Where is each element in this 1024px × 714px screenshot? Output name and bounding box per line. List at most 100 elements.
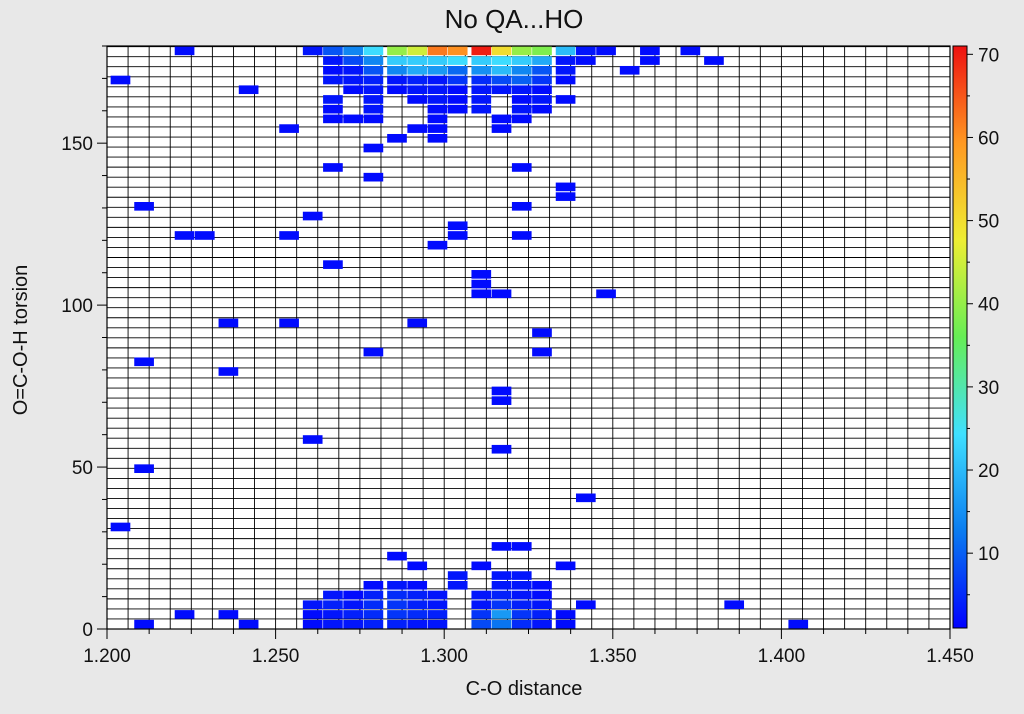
heatmap-cell — [407, 318, 428, 328]
heatmap-cell — [640, 56, 660, 65]
heatmap-cell — [575, 600, 596, 610]
heatmap-cell — [218, 610, 239, 619]
heatmap-cell — [323, 600, 343, 610]
heatmap-cell — [491, 75, 512, 85]
heatmap-cell — [363, 114, 384, 124]
heatmap-cell — [511, 571, 532, 580]
heatmap-cell — [363, 619, 384, 629]
chart-title: No QA...HO — [445, 4, 584, 34]
heatmap-cell — [387, 580, 407, 590]
colorbar: 10 20 30 40 50 60 70 — [952, 45, 999, 629]
heatmap-cell — [134, 357, 154, 367]
heatmap-cell — [427, 114, 448, 124]
heatmap-cell — [511, 542, 532, 551]
colorbar-tick-label: 30 — [978, 378, 999, 399]
heatmap-cell — [427, 95, 448, 104]
heatmap-cell — [555, 182, 576, 192]
heatmap-cell — [471, 289, 492, 299]
heatmap-cell — [532, 104, 552, 114]
heatmap-cell — [511, 580, 532, 590]
heatmap-cell — [447, 571, 468, 580]
heatmap-cell — [407, 75, 428, 85]
heatmap-cell — [363, 600, 384, 610]
colorbar-tick-label: 70 — [978, 45, 999, 66]
y-tick-label: 100 — [61, 296, 93, 317]
heatmap-cell — [323, 260, 343, 269]
heatmap-cell — [407, 95, 428, 104]
heatmap-cell — [387, 619, 407, 629]
heatmap-cell — [491, 542, 512, 551]
heatmap-cell — [363, 172, 384, 182]
heatmap-cell — [575, 493, 596, 503]
heatmap-cell — [471, 561, 492, 571]
heatmap-cell — [407, 65, 428, 75]
heatmap-cell — [511, 95, 532, 104]
heatmap-cell — [363, 95, 384, 104]
heatmap-cell — [532, 347, 552, 357]
colorbar-tick-label: 20 — [978, 461, 999, 482]
heatmap-cell — [363, 143, 384, 153]
heatmap-cell — [471, 270, 492, 279]
heatmap-cell — [427, 133, 448, 143]
heatmap-cell — [343, 56, 363, 65]
heatmap-cell — [343, 619, 363, 629]
colorbar-tick-label: 40 — [978, 295, 999, 316]
heatmap-cell — [575, 46, 596, 56]
heatmap-cell — [363, 65, 384, 75]
heatmap-cell — [532, 95, 552, 104]
axes: 1.200 1.250 1.300 1.350 1.400 1.450 0 50 100 150 — [61, 45, 974, 667]
heatmap-cell — [387, 610, 407, 619]
heatmap-cell — [427, 104, 448, 114]
heatmap-cell — [134, 464, 154, 473]
heatmap-cell — [238, 85, 259, 95]
heatmap-cell — [555, 75, 576, 85]
heatmap-cell — [575, 56, 596, 65]
heatmap-cell — [471, 619, 492, 629]
heatmap-cell — [511, 610, 532, 619]
heatmap-cell — [363, 590, 384, 600]
heatmap-cell — [387, 46, 407, 56]
heatmap-cell — [427, 124, 448, 133]
heatmap-cell — [511, 104, 532, 114]
heatmap-cell — [407, 580, 428, 590]
y-tick-label: 50 — [72, 458, 93, 479]
heatmap-cell — [532, 619, 552, 629]
heatmap-cell — [447, 56, 468, 65]
heatmap-cell — [427, 619, 448, 629]
heatmap-cell — [218, 367, 239, 376]
heatmap-cell — [471, 75, 492, 85]
heatmap-cell — [343, 590, 363, 600]
heatmap-cell — [511, 65, 532, 75]
heatmap-cell — [619, 65, 640, 75]
x-axis-label: C-O distance — [466, 678, 583, 700]
heatmap-cell — [302, 211, 323, 221]
heatmap-cell — [302, 600, 323, 610]
heatmap-cell — [491, 46, 512, 56]
x-tick-label: 1.350 — [589, 646, 637, 667]
heatmap-cell — [238, 619, 259, 629]
heatmap-cell — [471, 279, 492, 289]
heatmap-cell — [471, 85, 492, 95]
heatmap-cell — [511, 163, 532, 172]
x-tick-label: 1.250 — [252, 646, 300, 667]
heatmap-cell — [387, 56, 407, 65]
heatmap-cells — [110, 46, 809, 629]
heatmap-cell — [555, 95, 576, 104]
heatmap-cell — [323, 46, 343, 56]
heatmap-cell — [363, 85, 384, 95]
heatmap-cell — [323, 163, 343, 172]
heatmap-cell — [343, 610, 363, 619]
heatmap-cell — [447, 95, 468, 104]
heatmap-cell — [555, 610, 576, 619]
heatmap-cell — [532, 46, 552, 56]
heatmap-cell — [555, 192, 576, 201]
heatmap-cell — [596, 289, 616, 299]
heatmap-cell — [491, 289, 512, 299]
heatmap-cell — [110, 75, 131, 85]
heatmap-cell — [680, 46, 701, 56]
heatmap-cell — [427, 75, 448, 85]
heatmap-cell — [532, 56, 552, 65]
heatmap-cell — [447, 104, 468, 114]
heatmap-cell — [471, 65, 492, 75]
